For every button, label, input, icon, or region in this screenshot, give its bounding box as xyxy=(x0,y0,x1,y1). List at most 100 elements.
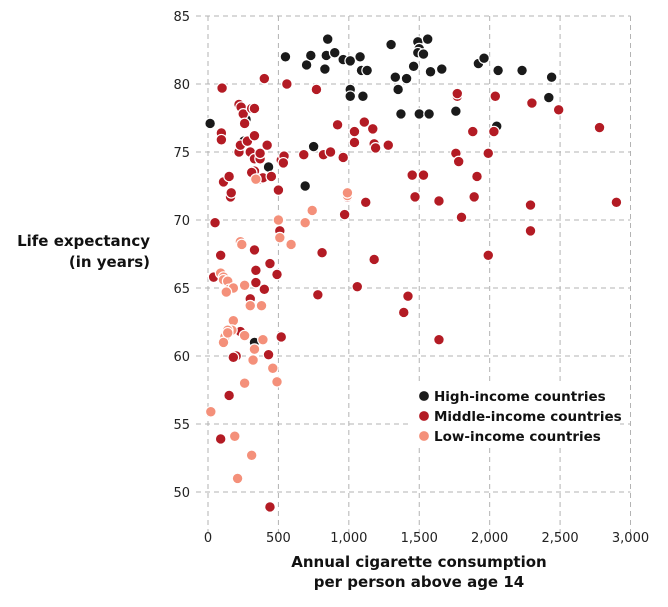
middle-income-point xyxy=(280,78,293,90)
high-income-point xyxy=(328,46,341,59)
low-income-point xyxy=(257,333,269,346)
middle-income-point xyxy=(216,82,228,94)
middle-income-point xyxy=(271,268,283,281)
y-tick-label: 65 xyxy=(173,282,190,297)
y-tick-label: 60 xyxy=(173,350,190,365)
high-income-point xyxy=(478,52,490,65)
middle-income-point xyxy=(248,129,261,142)
middle-income-point xyxy=(369,142,382,154)
legend-marker-low xyxy=(417,429,431,443)
middle-income-point xyxy=(452,155,465,168)
middle-income-point xyxy=(261,139,274,152)
x-tick-label: 2,500 xyxy=(541,531,578,546)
high-income-point xyxy=(389,71,402,84)
middle-income-point xyxy=(610,196,623,209)
middle-income-point xyxy=(348,136,361,149)
middle-income-point xyxy=(397,306,410,319)
low-income-point xyxy=(306,204,319,217)
middle-income-point xyxy=(406,169,419,182)
high-income-point xyxy=(307,140,320,153)
x-tick-label: 3,000 xyxy=(612,531,649,546)
middle-income-point xyxy=(526,97,538,109)
low-income-point xyxy=(341,186,354,199)
middle-income-point xyxy=(249,276,262,289)
data-points xyxy=(204,33,623,513)
high-income-point xyxy=(449,105,462,118)
low-income-point xyxy=(266,362,279,375)
middle-income-point xyxy=(482,147,495,160)
middle-income-point xyxy=(482,249,495,262)
middle-income-point xyxy=(277,156,290,169)
high-income-point xyxy=(299,180,312,192)
high-income-point xyxy=(392,83,405,96)
middle-income-point xyxy=(248,102,261,115)
high-income-point xyxy=(361,64,374,77)
middle-income-point xyxy=(468,190,481,203)
middle-income-point xyxy=(471,170,483,183)
middle-income-point xyxy=(524,224,537,237)
middle-income-point xyxy=(358,116,371,128)
high-income-point xyxy=(545,71,558,84)
middle-income-point xyxy=(258,72,271,85)
middle-income-point xyxy=(409,190,421,203)
middle-income-point xyxy=(214,249,227,262)
y-tick-label: 55 xyxy=(173,418,190,433)
x-axis-label-line2: per person above age 14 xyxy=(314,573,524,591)
middle-income-point xyxy=(338,208,351,221)
middle-income-point xyxy=(209,216,221,229)
low-income-point xyxy=(244,299,257,312)
high-income-point xyxy=(424,65,437,78)
middle-income-point xyxy=(310,83,323,96)
legend-label-low: Low-income countries xyxy=(434,429,601,445)
middle-income-point xyxy=(593,121,606,134)
middle-income-point xyxy=(524,199,537,211)
y-axis-label-line1: Life expectancy xyxy=(17,232,150,250)
middle-income-point xyxy=(311,288,324,301)
high-income-point xyxy=(279,50,292,63)
middle-income-point xyxy=(215,133,228,146)
x-tick-label: 500 xyxy=(266,531,291,546)
middle-income-point xyxy=(254,147,267,160)
high-income-point xyxy=(435,63,448,75)
low-income-point xyxy=(238,377,251,390)
high-income-point xyxy=(516,64,528,77)
low-income-point xyxy=(217,336,230,349)
middle-income-point xyxy=(337,151,350,164)
high-income-point xyxy=(492,64,505,77)
y-tick-label: 80 xyxy=(173,78,190,93)
high-income-point xyxy=(354,50,367,63)
high-income-point xyxy=(385,38,397,51)
low-income-point xyxy=(231,472,244,485)
y-tick-label: 70 xyxy=(173,214,190,229)
middle-income-point xyxy=(264,501,276,513)
middle-income-point xyxy=(382,139,395,152)
low-income-point xyxy=(245,449,258,462)
x-tick-label: 0 xyxy=(204,531,212,546)
low-income-point xyxy=(273,231,286,244)
x-tick-label: 1,500 xyxy=(401,531,438,546)
middle-income-point xyxy=(552,103,565,116)
x-tick-label: 2,000 xyxy=(471,531,508,546)
middle-income-point xyxy=(223,389,236,402)
y-tick-label: 50 xyxy=(173,486,190,501)
middle-income-point xyxy=(297,148,310,161)
middle-income-point xyxy=(225,186,238,199)
high-income-point xyxy=(400,72,413,85)
high-income-point xyxy=(423,108,436,120)
low-income-point xyxy=(220,286,233,298)
legend: High-income countries Middle-income coun… xyxy=(410,382,622,448)
high-income-point xyxy=(542,91,555,104)
middle-income-point xyxy=(366,122,379,135)
high-income-point xyxy=(421,33,434,46)
middle-income-point xyxy=(331,118,344,131)
y-tick-label: 85 xyxy=(173,10,190,25)
low-income-point xyxy=(248,343,261,356)
low-income-point xyxy=(272,214,285,226)
middle-income-point xyxy=(248,244,261,256)
low-income-point xyxy=(204,405,217,418)
low-income-point xyxy=(227,314,240,327)
low-income-point xyxy=(228,430,241,443)
high-income-point xyxy=(344,90,357,103)
legend-marker-high xyxy=(417,389,431,403)
